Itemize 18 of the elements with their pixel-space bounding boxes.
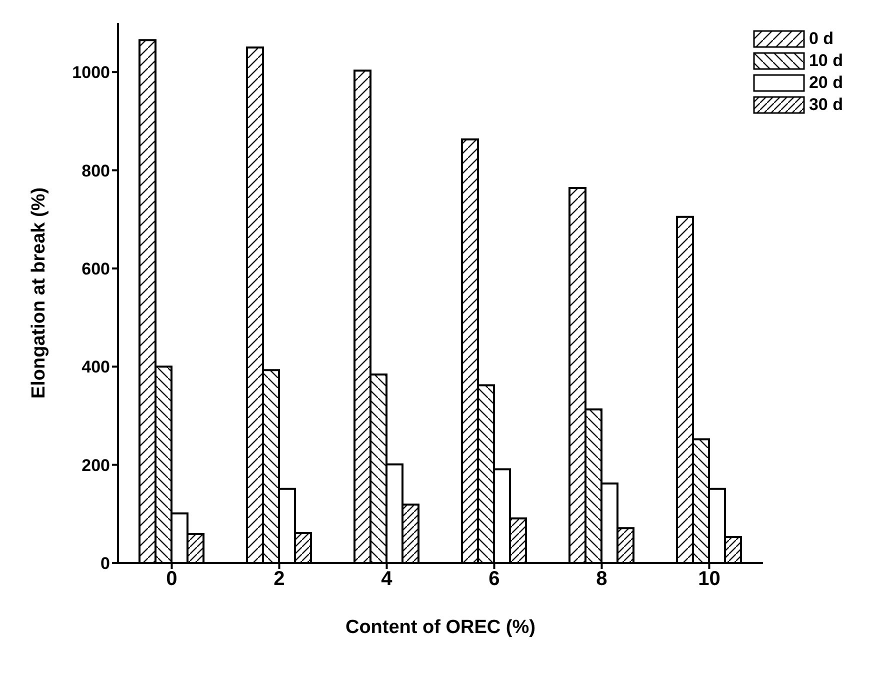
y-tick-label: 600: [82, 259, 110, 278]
x-tick-label: 0: [166, 568, 178, 590]
y-tick-label: 400: [82, 358, 110, 377]
y-axis-title: Elongation at break (%): [28, 187, 50, 399]
legend-label: 0 d: [808, 29, 834, 49]
legend-label: 30 d: [808, 95, 843, 115]
y-tick-label: 1000: [72, 63, 110, 82]
x-tick-label: 6: [488, 568, 500, 590]
x-tick-label: 2: [274, 568, 285, 590]
legend-label: 20 d: [808, 73, 843, 93]
x-tick-label: 10: [698, 568, 720, 590]
y-tick-label: 200: [82, 456, 110, 475]
y-tick-label: 0: [100, 554, 110, 574]
legend-label: 10 d: [808, 51, 843, 71]
x-tick-label: 4: [381, 568, 394, 590]
y-tick-label: 800: [82, 161, 110, 180]
x-axis-title: Content of OREC (%): [345, 617, 536, 638]
x-tick-label: 8: [596, 568, 608, 590]
